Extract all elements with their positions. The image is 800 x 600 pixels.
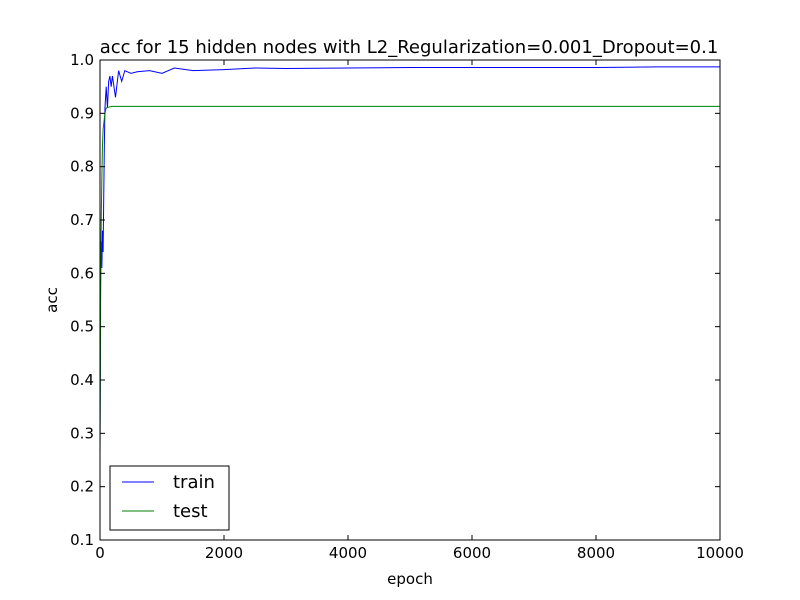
y-tick-label: 1.0 bbox=[70, 51, 94, 69]
series-line-train bbox=[100, 66, 720, 455]
y-tick-label: 0.8 bbox=[70, 158, 94, 176]
legend-box bbox=[109, 465, 230, 531]
x-tick-label: 8000 bbox=[577, 544, 615, 562]
chart-title: acc for 15 hidden nodes with L2_Regulari… bbox=[100, 37, 719, 58]
y-axis-label: acc bbox=[43, 287, 61, 313]
legend-label-test: test bbox=[173, 501, 208, 522]
y-tick-label: 0.4 bbox=[70, 371, 94, 389]
legend: train test bbox=[109, 465, 230, 531]
y-tick-label: 0.3 bbox=[70, 424, 94, 442]
x-axis-ticks: 0 2000 4000 6000 8000 10000 bbox=[95, 60, 744, 562]
series-line-test bbox=[100, 105, 720, 455]
x-axis-label: epoch bbox=[387, 570, 433, 588]
legend-label-train: train bbox=[173, 472, 215, 493]
axes-frame bbox=[99, 59, 721, 541]
x-tick-label: 4000 bbox=[329, 544, 367, 562]
y-axis-ticks: 0.1 0.2 0.3 0.4 0.5 0.6 0.7 0.8 0.9 1.0 bbox=[70, 51, 720, 549]
x-tick-label: 2000 bbox=[205, 544, 243, 562]
y-tick-label: 0.9 bbox=[70, 104, 94, 122]
plot-area bbox=[99, 59, 721, 541]
y-tick-label: 0.6 bbox=[70, 264, 94, 282]
x-tick-label: 6000 bbox=[453, 544, 491, 562]
x-tick-label: 0 bbox=[95, 544, 105, 562]
y-tick-label: 0.7 bbox=[70, 211, 94, 229]
y-tick-label: 0.2 bbox=[70, 478, 94, 496]
y-tick-label: 0.5 bbox=[70, 318, 94, 336]
x-tick-label: 10000 bbox=[696, 544, 744, 562]
y-tick-label: 0.1 bbox=[70, 531, 94, 549]
